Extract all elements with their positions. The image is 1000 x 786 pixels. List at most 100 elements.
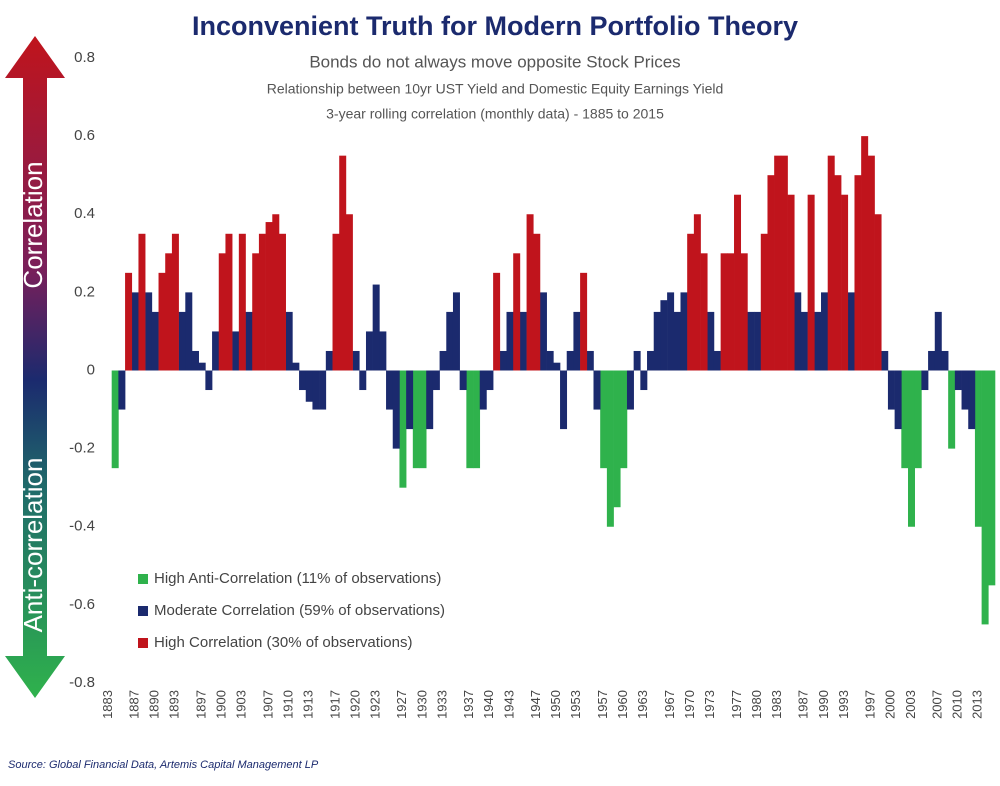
x-tick-label: 1930	[414, 690, 429, 719]
y-tick-label: -0.4	[69, 518, 95, 535]
x-tick-label: 1893	[167, 690, 182, 719]
bar	[707, 311, 715, 371]
bar	[158, 272, 166, 371]
bar	[814, 311, 822, 371]
chart-title: Inconvenient Truth for Modern Portfolio …	[192, 11, 798, 41]
x-tick-label: 1883	[100, 690, 115, 719]
bar	[345, 214, 353, 371]
bar	[821, 292, 829, 371]
bar	[439, 350, 447, 371]
bar	[258, 233, 266, 371]
bar	[278, 233, 286, 371]
legend-swatch	[138, 574, 148, 584]
source-note: Source: Global Financial Data, Artemis C…	[8, 759, 319, 771]
bar	[386, 370, 394, 410]
x-tick-label: 1980	[749, 690, 764, 719]
bar	[352, 350, 360, 371]
bar	[486, 370, 494, 391]
bar	[466, 370, 474, 469]
bar	[754, 311, 762, 371]
bar	[640, 370, 648, 391]
bar	[887, 370, 895, 410]
bar	[539, 292, 547, 371]
bar	[727, 253, 735, 371]
bar	[238, 233, 246, 371]
y-tick-label: 0	[87, 361, 95, 378]
bar	[245, 311, 253, 371]
x-tick-label: 2013	[970, 690, 985, 719]
bar	[319, 370, 327, 410]
chart-subtitle: 3-year rolling correlation (monthly data…	[326, 106, 664, 122]
bar	[841, 194, 849, 371]
x-tick-label: 1957	[595, 690, 610, 719]
bar	[941, 350, 949, 371]
bar	[713, 350, 721, 371]
bar	[774, 155, 782, 371]
x-tick-label: 1927	[394, 690, 409, 719]
x-tick-label: 1923	[367, 690, 382, 719]
bar	[988, 370, 996, 586]
bar	[339, 155, 347, 371]
x-tick-label: 2000	[883, 690, 898, 719]
x-tick-label: 1917	[327, 690, 342, 719]
bar	[908, 370, 915, 527]
bar	[379, 331, 387, 371]
bar	[459, 370, 467, 391]
bar	[680, 292, 688, 371]
bar	[185, 292, 193, 371]
x-tick-label: 1963	[635, 690, 650, 719]
x-tick-label: 2007	[930, 690, 945, 719]
bar	[145, 292, 153, 371]
x-tick-label: 1897	[193, 690, 208, 719]
y-tick-label: -0.8	[69, 674, 95, 691]
bar	[834, 175, 842, 371]
bar	[560, 370, 568, 430]
x-tick-label: 1997	[863, 690, 878, 719]
bar	[473, 370, 481, 469]
bar	[553, 362, 561, 371]
bar	[232, 331, 240, 371]
x-tick-label: 1967	[662, 690, 677, 719]
bar	[272, 214, 280, 371]
x-tick-label: 1920	[347, 690, 362, 719]
bar	[125, 272, 133, 371]
bar	[138, 233, 146, 371]
bar	[593, 370, 601, 410]
bar	[372, 284, 380, 371]
bar	[914, 370, 922, 469]
bar	[399, 370, 407, 488]
legend-swatch	[138, 606, 148, 616]
bar	[948, 370, 956, 449]
bar	[874, 214, 882, 371]
bar	[479, 370, 487, 410]
bar	[901, 370, 909, 469]
x-tick-label: 1903	[234, 690, 249, 719]
chart-subtitle: Bonds do not always move opposite Stock …	[309, 52, 680, 71]
x-tick-label: 1950	[548, 690, 563, 719]
bar	[212, 331, 220, 371]
bar	[807, 194, 815, 371]
bar	[787, 194, 795, 371]
bar	[452, 292, 460, 371]
bar	[312, 370, 320, 410]
bar	[412, 370, 420, 469]
bar	[700, 253, 708, 371]
x-tick-label: 1960	[615, 690, 630, 719]
bar	[653, 311, 661, 371]
bar	[667, 292, 675, 371]
x-tick-label: 1910	[280, 690, 295, 719]
x-tick-label: 1887	[127, 690, 142, 719]
x-tick-label: 1943	[501, 690, 516, 719]
bar	[613, 370, 621, 508]
bar	[205, 370, 213, 391]
bar	[332, 233, 340, 371]
y-tick-label: 0.6	[74, 127, 95, 144]
bar	[673, 311, 681, 371]
bar	[894, 370, 902, 430]
bar	[406, 370, 414, 430]
bar	[928, 350, 936, 371]
x-tick-label: 2003	[903, 690, 918, 719]
bar	[526, 214, 534, 371]
bar	[546, 350, 554, 371]
